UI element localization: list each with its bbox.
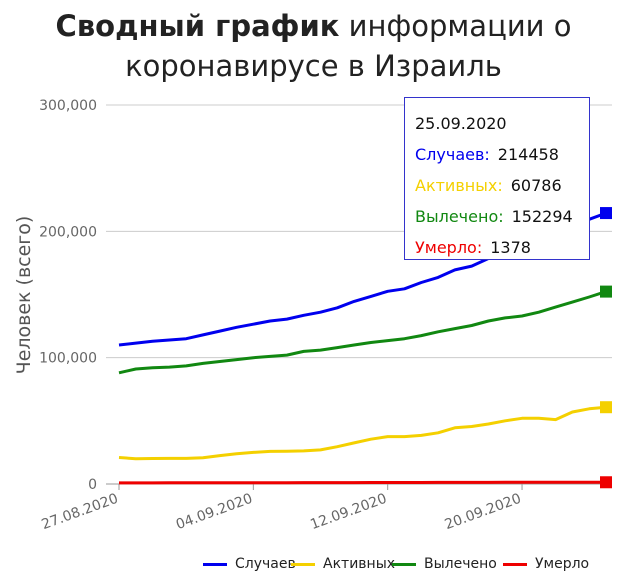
- chart-title-rest: информации о: [348, 9, 572, 43]
- legend-item-active[interactable]: Активных: [291, 556, 395, 572]
- series-line-active: [118, 405, 607, 461]
- tooltip-date: 25.09.2020: [415, 114, 507, 133]
- tooltip-recovered-value: 152294: [511, 207, 573, 226]
- legend-item-deaths[interactable]: Умерло: [503, 556, 589, 572]
- tooltip-active-row: Активных: 60786: [415, 170, 589, 201]
- legend-swatch-recovered: [392, 562, 416, 566]
- series-marker-cases[interactable]: [600, 207, 612, 220]
- tooltip-active-value: 60786: [510, 176, 562, 195]
- legend-label-deaths: Умерло: [535, 556, 590, 572]
- legend-label-recovered: Вылечено: [424, 556, 497, 572]
- tooltip-deaths-value: 1378: [490, 238, 531, 257]
- chart-title-line2: коронавирусе в Израиль: [125, 49, 502, 83]
- series-marker-deaths[interactable]: [600, 476, 612, 489]
- series-lines: [118, 207, 612, 489]
- x-axis-ticks: 27.08.2020 04.09.2020 12.09.2020 20.09.2020: [40, 484, 524, 533]
- y-axis-ticks: 0 100,000 200,000 300,000: [39, 98, 97, 493]
- legend: Случаев Активных Вылечено Умерло: [0, 556, 627, 576]
- legend-label-cases: Случаев: [235, 556, 296, 572]
- legend-item-recovered[interactable]: Вылечено: [392, 556, 497, 572]
- legend-label-active: Активных: [323, 556, 396, 572]
- x-tick-label: 27.08.2020: [40, 491, 121, 533]
- y-axis-label: Человек (всего): [13, 216, 35, 375]
- y-tick-label: 200,000: [39, 224, 97, 240]
- series-marker-recovered[interactable]: [600, 285, 612, 298]
- tooltip-deaths-row: Умерло: 1378: [415, 232, 589, 263]
- y-tick-label: 300,000: [39, 98, 97, 114]
- series-line-recovered: [118, 290, 607, 375]
- y-tick-label: 0: [88, 477, 97, 493]
- tooltip-recovered-row: Вылечено: 152294: [415, 201, 589, 232]
- series-marker-active[interactable]: [600, 401, 612, 414]
- tooltip-cases-label: Случаев:: [415, 145, 490, 164]
- chart-title-bold: Сводный график: [55, 9, 340, 43]
- tooltip-deaths-label: Умерло:: [415, 238, 483, 257]
- x-tick-label: 04.09.2020: [174, 491, 255, 533]
- legend-swatch-deaths: [503, 562, 527, 566]
- x-tick-label: 20.09.2020: [443, 491, 524, 533]
- x-tick-label: 12.09.2020: [308, 491, 389, 533]
- series-line-deaths: [119, 480, 606, 485]
- tooltip-cases-row: Случаев: 214458: [415, 139, 589, 170]
- legend-swatch-cases: [203, 562, 227, 566]
- tooltip-recovered-label: Вылечено:: [415, 207, 504, 226]
- tooltip: 25.09.2020 Случаев: 214458 Активных: 60786…: [404, 97, 590, 260]
- legend-swatch-active: [291, 562, 315, 566]
- y-tick-label: 100,000: [39, 351, 97, 367]
- chart-title: Сводный график информации о коронавирусе…: [0, 6, 627, 86]
- tooltip-cases-value: 214458: [497, 145, 559, 164]
- legend-item-cases[interactable]: Случаев: [203, 556, 296, 572]
- tooltip-active-label: Активных:: [415, 176, 503, 195]
